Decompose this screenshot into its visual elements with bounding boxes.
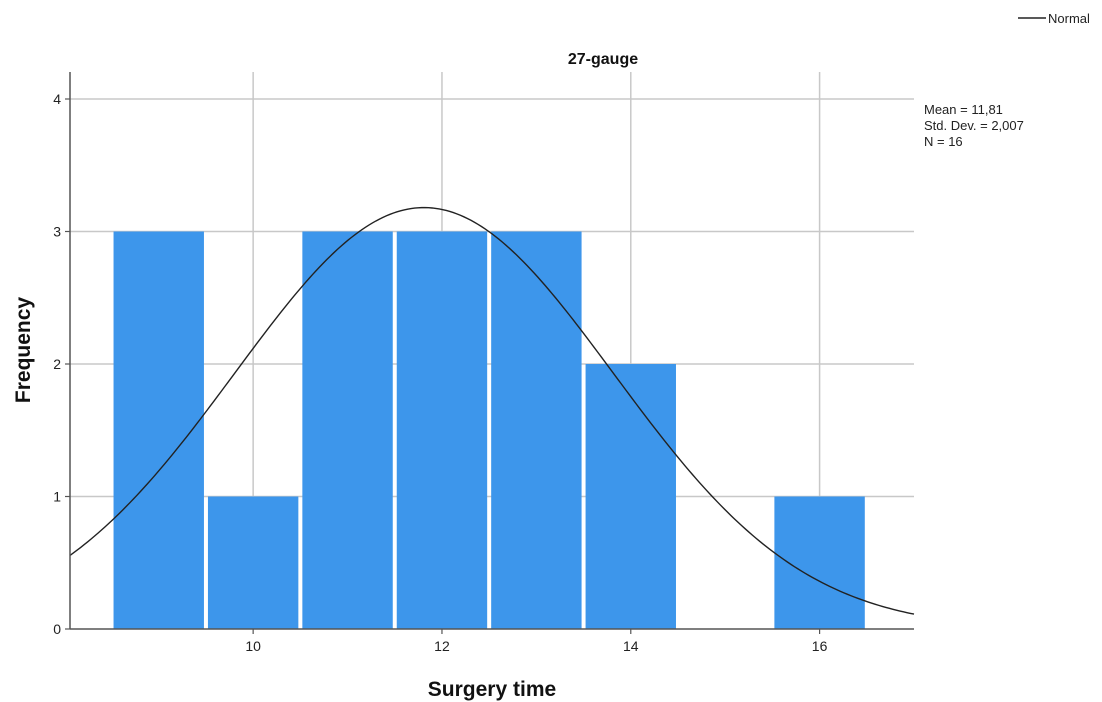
histogram-bar <box>396 231 488 629</box>
histogram-bar <box>113 231 204 629</box>
histogram-bars <box>113 231 865 629</box>
y-tick-label: 1 <box>53 489 61 505</box>
x-tick-label: 12 <box>434 638 450 654</box>
axes <box>65 72 914 634</box>
stats-mean: Mean = 11,81 <box>924 102 1003 117</box>
histogram-bar <box>207 496 299 629</box>
y-tick-label: 0 <box>53 621 61 637</box>
stats-box: Mean = 11,81 Std. Dev. = 2,007 N = 16 <box>924 102 1024 149</box>
x-axis-title: Surgery time <box>428 678 556 701</box>
x-tick-label: 14 <box>623 638 639 654</box>
y-tick-label: 4 <box>53 91 61 107</box>
x-tick-label: 10 <box>245 638 261 654</box>
histogram-bar <box>302 231 393 629</box>
y-tick-label: 2 <box>53 356 61 372</box>
normal-curve <box>69 206 915 615</box>
legend-normal-label: Normal <box>1048 11 1090 26</box>
x-tick-labels: 10 12 14 16 <box>245 638 827 654</box>
histogram-bar <box>491 231 582 629</box>
stats-n: N = 16 <box>924 134 963 149</box>
y-tick-label: 3 <box>53 224 61 240</box>
chart-title: 27-gauge <box>568 51 638 68</box>
histogram-bar <box>585 364 676 629</box>
stats-std-dev: Std. Dev. = 2,007 <box>924 118 1024 133</box>
x-tick-label: 16 <box>812 638 828 654</box>
y-axis-title: Frequency <box>12 297 35 404</box>
y-tick-labels: 0 1 2 3 4 <box>53 91 61 637</box>
legend: Normal <box>1018 11 1090 26</box>
